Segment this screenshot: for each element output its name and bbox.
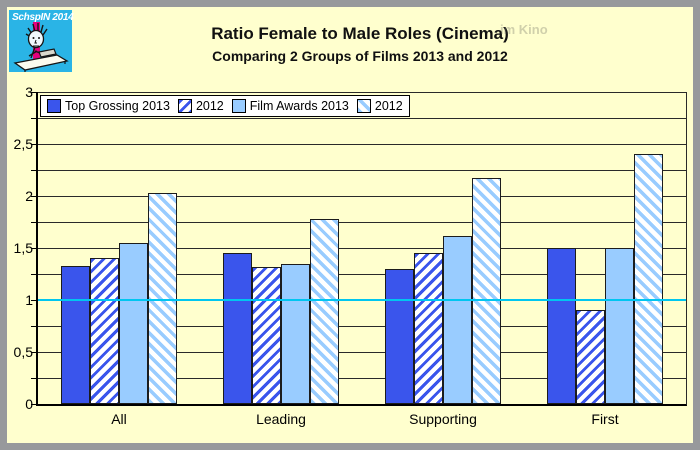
y-tick [31, 92, 36, 93]
legend-item: Film Awards 2013 [231, 99, 349, 113]
legend-item: 2012 [177, 99, 224, 113]
x-category-label: First [591, 411, 619, 427]
legend-label: 2012 [195, 99, 224, 113]
bar-2012-supporting [472, 178, 501, 404]
legend-item: 2012 [356, 99, 403, 113]
y-tick-label: 1 [25, 292, 33, 308]
gridline [38, 248, 686, 249]
bar-film-awards-2013-leading [281, 263, 310, 404]
legend-swatch [231, 99, 246, 113]
y-tick [31, 144, 36, 145]
x-category-label: All [111, 411, 127, 427]
gridline [38, 92, 686, 93]
y-tick-label: 0,5 [13, 344, 33, 360]
gridline [38, 352, 686, 353]
y-tick [31, 274, 36, 275]
bar-2012-leading [252, 266, 281, 404]
bar-top-grossing-2013-supporting [385, 268, 414, 404]
ghost-watermark-text: im Kino [500, 22, 548, 37]
y-tick [31, 118, 36, 119]
bar-2012-first [634, 154, 663, 404]
bar-2012-first [576, 310, 605, 404]
y-tick-label: 3 [25, 84, 33, 100]
bar-top-grossing-2013-first [547, 248, 576, 404]
bar-2012-all [148, 192, 177, 404]
y-tick [31, 222, 36, 223]
y-tick [31, 378, 36, 379]
bar-top-grossing-2013-all [61, 265, 90, 404]
gridline [38, 144, 686, 145]
legend: Top Grossing 2013 2012 Film Awards 2013 201… [40, 95, 410, 117]
y-tick [31, 404, 36, 405]
y-tick-label: 0 [25, 396, 33, 412]
gridline [38, 196, 686, 197]
bar-film-awards-2013-first [605, 248, 634, 404]
logo-illustration [13, 22, 69, 72]
y-tick [31, 248, 36, 249]
legend-label: Film Awards 2013 [249, 99, 349, 113]
bar-film-awards-2013-all [119, 242, 148, 404]
gridline [38, 326, 686, 327]
chart-title: Ratio Female to Male Roles (Cinema) [211, 24, 509, 43]
legend-label: Top Grossing 2013 [65, 99, 170, 113]
x-category-label: Leading [256, 411, 306, 427]
y-tick [31, 170, 36, 171]
chart-subtitle: Comparing 2 Groups of Films 2013 and 201… [212, 48, 508, 64]
y-tick [31, 300, 36, 301]
logo: SchspIN 2014 [9, 10, 74, 72]
reference-line-y1 [38, 299, 686, 301]
legend-label: 2012 [374, 99, 403, 113]
bar-2012-all [90, 258, 119, 404]
gridline [38, 170, 686, 171]
legend-swatch [177, 99, 192, 113]
y-tick-label: 1,5 [13, 240, 33, 256]
bar-2012-leading [310, 218, 339, 404]
y-tick [31, 196, 36, 197]
y-tick [31, 326, 36, 327]
gridline [38, 378, 686, 379]
plot-area [36, 92, 687, 406]
legend-swatch [47, 99, 61, 113]
bar-top-grossing-2013-leading [223, 253, 252, 404]
logo-text: SchspIN 2014 [12, 12, 74, 23]
gridline [38, 118, 686, 119]
bar-film-awards-2013-supporting [443, 235, 472, 404]
gridline [38, 274, 686, 275]
bar-2012-supporting [414, 253, 443, 404]
legend-item: Top Grossing 2013 [47, 99, 170, 113]
y-tick [31, 352, 36, 353]
x-category-label: Supporting [409, 411, 477, 427]
legend-swatch [356, 99, 371, 113]
y-tick-label: 2,5 [13, 136, 33, 152]
y-tick-label: 2 [25, 188, 33, 204]
gridline [38, 222, 686, 223]
